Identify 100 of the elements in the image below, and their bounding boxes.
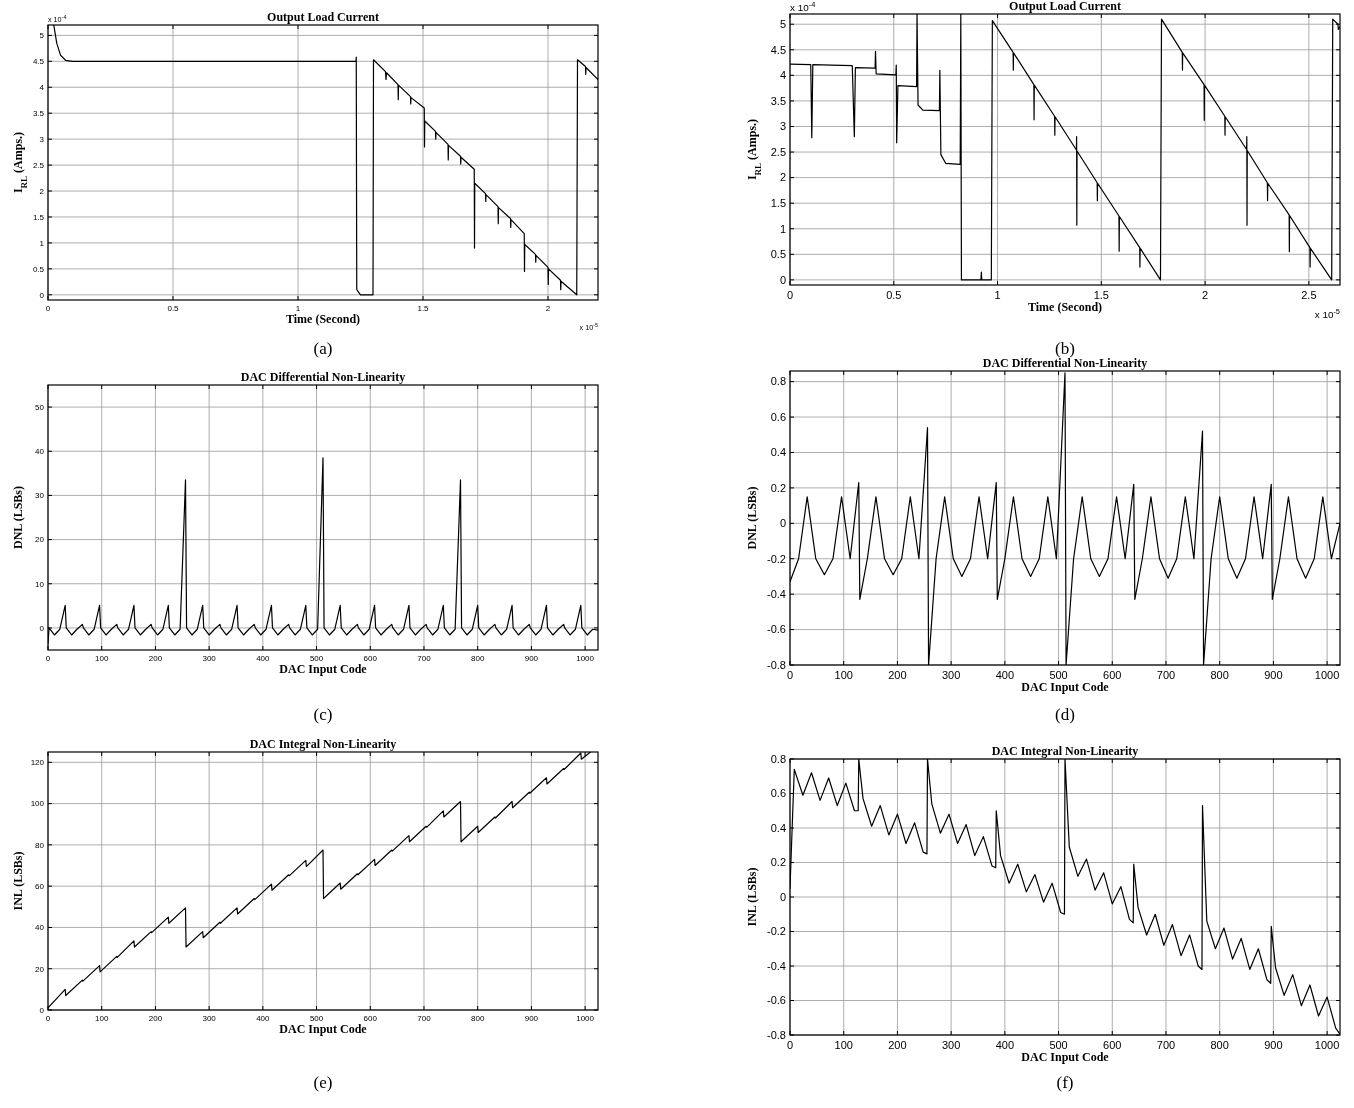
y-tick-label: 4.5 (770, 43, 786, 56)
x-tick-label: 0.5 (886, 289, 902, 301)
x-axis-title: DAC Input Code (279, 662, 368, 676)
x-tick-label: 800 (471, 1014, 485, 1023)
y-tick-label: 30 (35, 491, 45, 501)
x-tick-label: 100 (95, 1014, 109, 1023)
x-tick-label: 1000 (576, 654, 595, 663)
x-tick-label: 400 (995, 1039, 1015, 1051)
y-tick-label: 2 (39, 186, 45, 196)
x-tick-label: 700 (417, 654, 432, 663)
x-tick-label: 400 (256, 1014, 271, 1023)
x-tick-label: 600 (363, 1014, 378, 1023)
x-tick-label: 500 (1049, 669, 1068, 681)
x-tick-label: 100 (95, 654, 109, 663)
y-tick-label: 5 (39, 31, 45, 41)
y-tick-label: 0 (39, 623, 45, 633)
chart-title: Output Load Current (1009, 0, 1121, 13)
x-tick-label: 400 (256, 654, 271, 663)
x-tick-label: 1000 (1314, 1039, 1340, 1051)
x-tick-label: 200 (888, 1039, 907, 1051)
y-tick-label: 3 (779, 120, 786, 133)
x-axis-title: DAC Input Code (1021, 680, 1110, 694)
y-axis-title: INL (LSBs) (745, 867, 759, 927)
text: x 10$^{-5}$ (1314, 306, 1340, 320)
x-tick-label: 900 (1264, 669, 1283, 681)
x-tick-label: 1 (295, 304, 301, 313)
y-tick-label: 0.2 (770, 856, 786, 869)
y-tick-label: -0.6 (767, 994, 786, 1007)
y-tick-label: 20 (35, 964, 45, 974)
y-axis-title: DNL (LSBs) (745, 486, 759, 550)
y-tick-label: -0.2 (767, 925, 786, 938)
x-tick-label: 200 (148, 1014, 163, 1023)
x-tick-label: 500 (309, 1014, 324, 1023)
y-tick-label: 120 (30, 758, 45, 768)
x-tick-label: 700 (1156, 1039, 1176, 1051)
y-tick-label: 0.4 (770, 821, 786, 834)
x-axis-title: Time (Second) (285, 312, 361, 326)
x-tick-label: 300 (941, 1039, 961, 1051)
x-tick-label: 300 (941, 669, 961, 681)
x-tick-label: 2 (1202, 289, 1209, 301)
x-tick-label: 0 (45, 1014, 51, 1023)
y-tick-label: 100 (30, 799, 45, 809)
x-tick-label: 100 (834, 669, 853, 681)
y-tick-label: 10 (35, 579, 45, 589)
x-tick-label: 600 (363, 654, 378, 663)
text: (a) (313, 339, 333, 358)
x-tick-label: 0 (45, 654, 51, 663)
x-axis-title: DAC Input Code (279, 1022, 368, 1036)
y-tick-label: 2.5 (32, 160, 45, 170)
text: (f) (1056, 1073, 1074, 1092)
x-tick-label: 300 (202, 654, 217, 663)
x-tick-label: 700 (1156, 669, 1176, 681)
y-tick-label: -0.6 (767, 623, 786, 636)
x-tick-label: 600 (1103, 669, 1122, 681)
x-axis-title: Time (Second) (1027, 300, 1103, 314)
y-tick-label: 3.5 (32, 109, 45, 119)
x-tick-label: 800 (471, 654, 485, 663)
x-tick-label: 900 (524, 654, 539, 663)
x-tick-label: 900 (1264, 1039, 1283, 1051)
y-tick-label: 0.2 (770, 481, 786, 494)
chart-title: DAC Differential Non-Linearity (240, 370, 406, 384)
y-tick-label: 1.5 (32, 212, 45, 222)
y-tick-label: 0 (779, 273, 786, 286)
y-tick-label: 0.6 (770, 787, 786, 800)
y-tick-label: 1.5 (770, 197, 786, 210)
y-tick-label: 40 (35, 923, 45, 933)
y-tick-label: 0.6 (770, 410, 786, 423)
y-tick-label: 20 (35, 535, 45, 545)
y-tick-label: 0 (39, 1005, 45, 1015)
text: x 10$^{-4}$ (790, 0, 816, 13)
x-tick-label: 1.5 (417, 304, 430, 313)
y-tick-label: 0.8 (770, 752, 786, 765)
y-tick-label: 0.5 (32, 264, 45, 274)
y-axis-title: INL (LSBs) (11, 851, 25, 911)
text: (c) (313, 705, 333, 724)
x-tick-label: 600 (1103, 1039, 1122, 1051)
y-tick-label: 3 (39, 134, 45, 144)
x-tick-label: 1 (994, 289, 1001, 301)
y-tick-label: 4 (779, 69, 786, 82)
y-tick-label: 0.8 (770, 375, 786, 388)
y-tick-label: 0 (779, 890, 786, 903)
x-tick-label: 900 (524, 1014, 539, 1023)
y-tick-label: 0 (779, 517, 786, 530)
x-tick-label: 800 (1210, 669, 1229, 681)
x-tick-label: 0.5 (167, 304, 180, 313)
y-tick-label: -0.2 (767, 552, 786, 565)
y-tick-label: 80 (35, 840, 45, 850)
y-tick-label: 4 (39, 83, 45, 93)
x-tick-label: 1.5 (1093, 289, 1109, 301)
y-tick-label: -0.8 (767, 1028, 786, 1041)
y-tick-label: -0.8 (767, 658, 786, 671)
x-tick-label: 700 (417, 1014, 432, 1023)
x-tick-label: 2.5 (1301, 289, 1317, 301)
y-tick-label: 0.5 (770, 248, 786, 261)
x-tick-label: 0 (45, 304, 51, 313)
text: (e) (313, 1073, 333, 1092)
x-tick-label: 500 (1049, 1039, 1068, 1051)
y-tick-label: 3.5 (770, 94, 786, 107)
x-tick-label: 500 (309, 654, 324, 663)
x-tick-label: 1000 (576, 1014, 595, 1023)
